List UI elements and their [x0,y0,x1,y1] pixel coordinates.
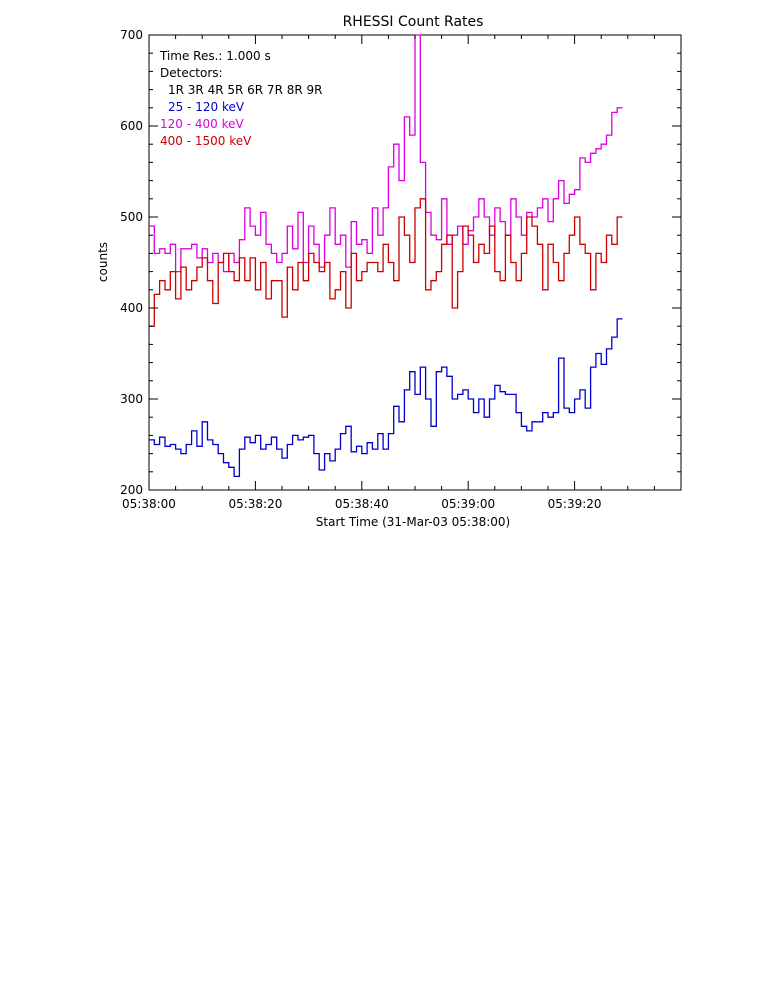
series-line-3 [149,198,623,327]
legend-entry-25-120-kev: 25 - 120 keV [168,100,245,114]
legend: Time Res.: 1.000 s Detectors: 1R 3R 4R 5… [159,49,322,148]
x-tick-label: 05:39:00 [441,497,495,511]
y-tick-label: 600 [120,119,143,133]
y-axis-label: counts [96,242,110,282]
x-tick-label: 05:38:20 [228,497,282,511]
axis-layer: 05:38:00 05:38:20 05:38:40 05:39:00 05:39:20… [120,28,682,511]
x-tick-label: 05:38:00 [122,497,176,511]
series-line-1 [149,318,623,478]
series-line-2 [149,34,623,273]
legend-time-resolution: Time Res.: 1.000 s [159,49,271,63]
legend-detectors-list: 1R 3R 4R 5R 6R 7R 8R 9R [168,83,322,97]
y-tick-label: 700 [120,28,143,42]
legend-detectors-heading: Detectors: [160,66,223,80]
legend-entry-120-400-kev: 120 - 400 keV [160,117,244,131]
x-tick-label: 05:38:40 [335,497,389,511]
y-tick-label: 300 [120,392,143,406]
y-tick-label: 500 [120,210,143,224]
legend-entry-400-1500-kev: 400 - 1500 keV [160,134,252,148]
y-tick-label: 200 [120,483,143,497]
chart-title: RHESSI Count Rates [343,14,484,30]
series-layer [149,34,623,478]
x-tick-label: 05:39:20 [548,497,602,511]
x-axis-label: Start Time (31-Mar-03 05:38:00) [316,515,510,529]
y-tick-label: 400 [120,301,143,315]
